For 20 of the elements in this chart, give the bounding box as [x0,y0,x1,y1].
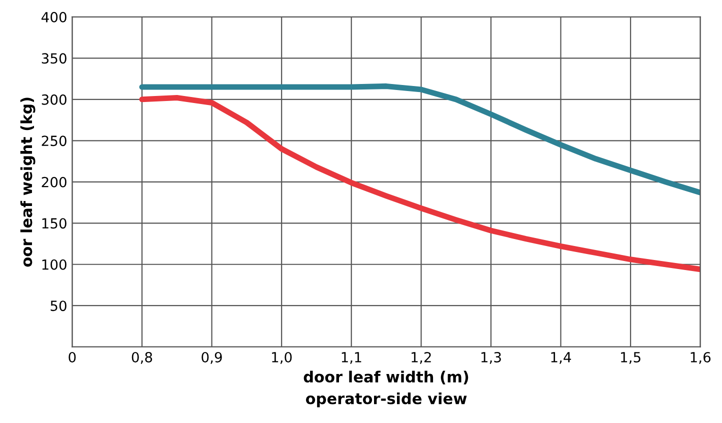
y-tick-label: 150 [42,218,66,229]
y-axis-title: oor leaf weight (kg) [20,98,36,267]
x-tick-label: 1,2 [412,352,431,364]
x-tick-label: 0,9 [202,352,222,364]
x-tick-label: 1,5 [621,352,640,364]
x-axis-title: door leaf width (m) operator-side view [304,370,468,408]
x-tick-label: 1,6 [690,352,711,364]
y-tick-label: 100 [42,259,66,270]
y-tick-label: 250 [42,136,66,146]
x-tick-label: 1,1 [342,352,362,364]
x-tick-label: 1,0 [272,352,292,364]
y-tick-label: 350 [42,53,66,64]
x-tick-label: 0 [68,352,76,362]
x-tick-label: 0,8 [132,352,152,364]
x-tick-label: 1,4 [551,352,572,364]
y-tick-label: 200 [42,176,66,188]
y-tick-label: 50 [50,300,66,312]
y-tick-label: 400 [42,12,66,22]
x-tick-label: 1,3 [481,352,501,364]
y-tick-label: 300 [42,94,66,105]
